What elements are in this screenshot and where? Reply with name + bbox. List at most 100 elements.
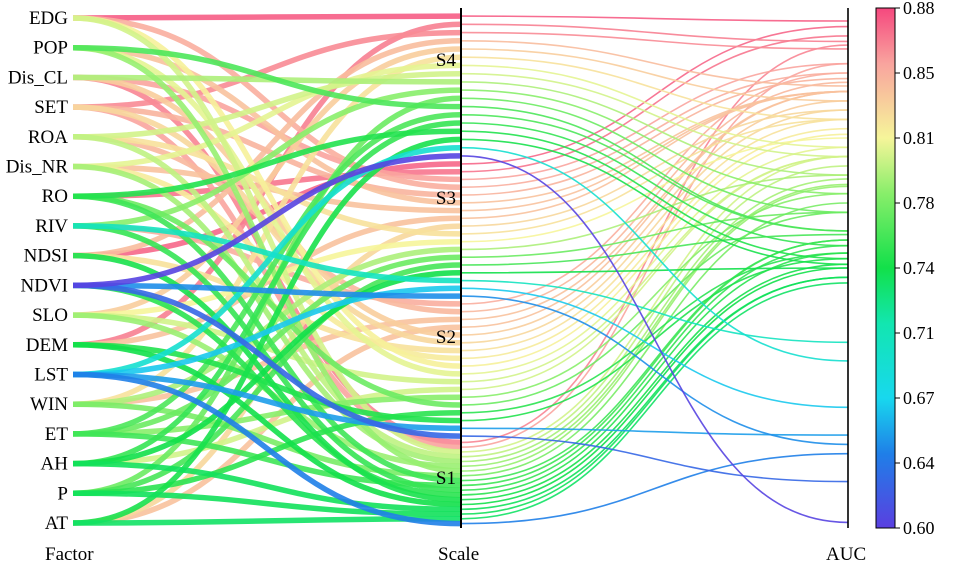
scale-auc-links [460,15,849,525]
scale-auc-link [460,211,849,406]
scale-auc-link [460,138,849,266]
factor-tick-label: NDSI [24,246,68,267]
factor-tick-label: P [57,483,68,504]
scale-auc-link [460,155,849,391]
scale-auc-link [460,23,849,43]
factor-scale-link [72,46,462,318]
factor-scale-link [72,282,462,299]
scale-auc-link [460,72,849,188]
axis-title-scale: Scale [438,544,479,563]
scale-auc-link [460,114,849,232]
scale-auc-link [460,252,849,496]
colorbar-gradient [875,7,896,529]
scale-auc-link [460,118,849,235]
factor-scale-link [72,134,462,237]
factor-tick-label: AH [41,454,69,475]
factor-scale-link [72,342,462,424]
factor-scale-link [72,153,462,289]
factor-tick-label: ET [45,424,69,445]
scale-auc-link [460,90,849,204]
scale-auc-link [460,155,849,524]
scale-auc-link [460,15,849,22]
colorbar-tick-label: 0.85 [903,63,935,83]
scale-auc-link [460,31,849,50]
factor-tick-label: SET [34,97,68,118]
colorbar-tick-label: 0.60 [903,518,935,538]
scale-tick-labels: S4 S3 S2 S1 [436,50,457,489]
scale-auc-link [460,252,849,414]
factor-scale-link [72,193,462,484]
scale-auc-link [460,267,849,274]
factor-tick-label: POP [33,38,68,59]
scale-auc-link [460,127,849,360]
factor-tick-labels: EDG POP Dis_CL SET ROA Dis_NR RO RIV NDSI NDVI SLO… [6,8,69,534]
factor-scale-link [72,144,462,378]
scale-auc-link [460,452,849,525]
factor-tick-label: SLO [32,305,68,326]
scale-auc-link [460,81,849,313]
factor-scale-link [72,285,462,378]
factor-scale-link [72,282,462,439]
scale-auc-link [460,40,849,87]
factor-tick-label: EDG [29,8,68,29]
scale-tick-label: S2 [436,327,456,348]
scale-auc-link [460,81,849,176]
factor-scale-link [72,401,462,479]
scale-tick-label: S4 [436,50,457,71]
factor-scale-link [72,254,462,437]
factor-scale-link [72,460,462,513]
factor-tick-label: ROA [28,127,68,148]
scale-auc-link [460,276,849,515]
factor-scale-link [72,252,462,503]
scale-auc-link [460,72,849,158]
scale-auc-link [460,267,849,506]
scale-auc-link [460,183,849,468]
factor-scale-link [72,128,462,199]
scale-auc-link [460,146,849,375]
scale-auc-link [460,109,849,344]
scale-auc-link [460,287,849,409]
scale-auc-link [460,48,849,102]
factor-scale-link [72,270,462,467]
factor-scale-links [72,13,462,527]
scale-auc-link [460,263,849,501]
factor-scale-link [72,15,462,369]
factor-scale-link [72,70,462,140]
colorbar-tick-label: 0.81 [903,128,935,148]
factor-scale-link [72,215,462,348]
scale-auc-link [460,100,849,336]
colorbar: 0.88 0.85 0.81 0.78 0.74 0.71 0.67 0.64 0.60 [875,0,935,538]
factor-scale-link [72,44,462,110]
scale-auc-link [460,295,849,446]
scale-auc-link [460,244,849,491]
colorbar-tick-label: 0.67 [903,388,935,408]
axis-title-factor: Factor [45,544,94,563]
colorbar-tick-label: 0.78 [903,193,935,213]
factor-scale-link [72,490,462,517]
scale-auc-link [460,155,849,453]
colorbar-tick-label: 0.74 [903,258,935,278]
scale-auc-link [460,122,849,247]
scale-auc-link [460,97,849,214]
factor-scale-link [72,371,462,527]
scale-auc-link [460,178,849,463]
scale-auc-link [460,146,849,362]
factor-scale-link [72,29,462,110]
factor-tick-label: NDVI [21,275,69,296]
scale-auc-link [460,435,849,483]
factor-scale-link [72,62,462,170]
colorbar-tick-label: 0.71 [903,323,935,343]
scale-auc-link [460,192,849,398]
scale-auc-link [460,130,849,260]
axis-title-auc: AUC [826,544,866,563]
factor-scale-link [72,104,462,346]
factor-tick-label: DEM [26,335,68,356]
factor-scale-link [72,394,462,437]
factor-tick-label: Dis_CL [8,67,68,88]
factor-tick-label: RIV [35,216,68,237]
scale-auc-link [460,185,849,472]
scale-auc-link [460,279,849,344]
scale-auc-link [460,211,849,258]
scale-auc-link [460,56,849,121]
